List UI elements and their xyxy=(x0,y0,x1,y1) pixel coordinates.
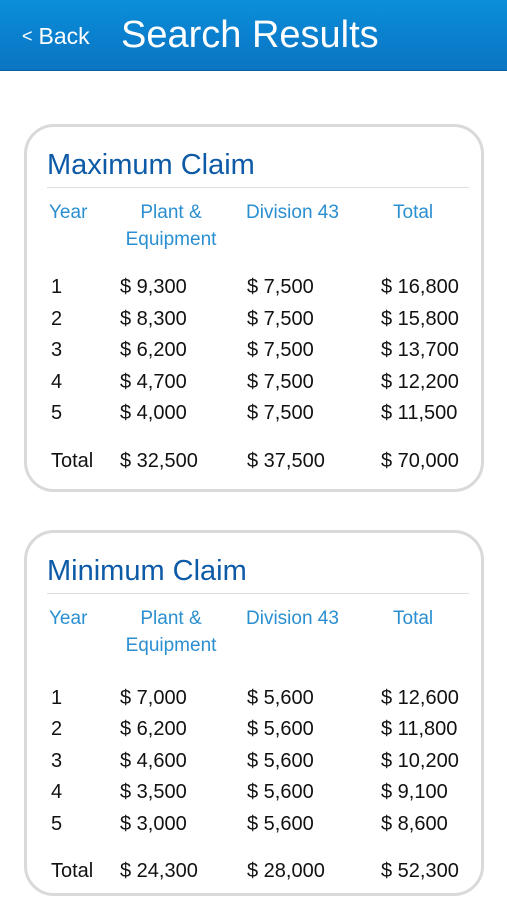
column-header-total: Total xyxy=(393,608,434,629)
cell-plant: $ 4,600 xyxy=(120,750,187,772)
table-row: 1 $ 7,000 $ 5,600 $ 12,600 xyxy=(27,683,481,714)
cell-year: 2 xyxy=(51,308,63,330)
cell-year: 3 xyxy=(51,750,63,772)
cell-plant: $ 4,700 xyxy=(120,371,187,393)
page-title: Search Results xyxy=(121,14,379,56)
cell-plant: $ 6,200 xyxy=(120,718,187,740)
cell-year: 4 xyxy=(51,781,63,803)
cell-division: $ 7,500 xyxy=(247,371,314,393)
divider xyxy=(47,593,469,594)
minimum-claim-card: Minimum Claim Year Plant & Equipment Div… xyxy=(24,530,484,896)
cell-division: $ 5,600 xyxy=(247,718,314,740)
column-header-division: Division 43 xyxy=(246,202,339,223)
chevron-left-icon: < xyxy=(22,26,33,46)
cell-division: $ 7,500 xyxy=(247,276,314,298)
divider xyxy=(47,187,469,188)
table-row: 4 $ 4,700 $ 7,500 $ 12,200 xyxy=(27,367,481,398)
cell-year: 2 xyxy=(51,718,63,740)
cell-plant: $ 24,300 xyxy=(120,860,198,882)
cell-division: $ 37,500 xyxy=(247,450,325,472)
table-row: 2 $ 8,300 $ 7,500 $ 15,800 xyxy=(27,304,481,335)
cell-year: 5 xyxy=(51,402,63,424)
cell-total: $ 15,800 xyxy=(381,308,459,330)
cell-total: $ 11,500 xyxy=(381,402,458,424)
cell-plant: $ 7,000 xyxy=(120,687,187,709)
cell-division: $ 7,500 xyxy=(247,402,314,424)
cell-total: $ 52,300 xyxy=(381,860,459,882)
cell-total-label: Total xyxy=(51,450,94,472)
table-row: 5 $ 4,000 $ 7,500 $ 11,500 xyxy=(27,398,481,429)
column-header-plant: Plant & Equipment xyxy=(121,605,221,659)
column-header-plant-label: Plant & Equipment xyxy=(125,202,217,250)
cell-total: $ 16,800 xyxy=(381,276,459,298)
column-header-plant-label: Plant & Equipment xyxy=(125,608,217,656)
cell-plant: $ 9,300 xyxy=(120,276,187,298)
table-row: 3 $ 6,200 $ 7,500 $ 13,700 xyxy=(27,335,481,366)
maximum-claim-card: Maximum Claim Year Plant & Equipment Div… xyxy=(24,124,484,492)
table-row: 2 $ 6,200 $ 5,600 $ 11,800 xyxy=(27,714,481,745)
column-header-total: Total xyxy=(393,202,434,223)
maximum-claim-title: Maximum Claim xyxy=(47,149,255,181)
minimum-claim-title: Minimum Claim xyxy=(47,555,247,587)
column-header-division: Division 43 xyxy=(246,608,339,629)
table-row: 5 $ 3,000 $ 5,600 $ 8,600 xyxy=(27,809,481,840)
cell-year: 3 xyxy=(51,339,63,361)
column-header-year: Year xyxy=(49,608,88,629)
cell-plant: $ 8,300 xyxy=(120,308,187,330)
cell-year: 4 xyxy=(51,371,63,393)
cell-total: $ 11,800 xyxy=(381,718,458,740)
column-header-plant: Plant & Equipment xyxy=(121,199,221,253)
cell-year: 1 xyxy=(51,276,63,298)
cell-division: $ 7,500 xyxy=(247,308,314,330)
table-row: 3 $ 4,600 $ 5,600 $ 10,200 xyxy=(27,746,481,777)
cell-total: $ 13,700 xyxy=(381,339,459,361)
cell-plant: $ 3,000 xyxy=(120,813,187,835)
cell-division: $ 28,000 xyxy=(247,860,325,882)
cell-division: $ 5,600 xyxy=(247,781,314,803)
cell-plant: $ 4,000 xyxy=(120,402,187,424)
totals-row: Total $ 32,500 $ 37,500 $ 70,000 xyxy=(27,446,481,477)
cell-year: 1 xyxy=(51,687,63,709)
cell-total: $ 12,200 xyxy=(381,371,459,393)
cell-division: $ 5,600 xyxy=(247,750,314,772)
cell-total: $ 8,600 xyxy=(381,813,448,835)
cell-plant: $ 6,200 xyxy=(120,339,187,361)
cell-total: $ 12,600 xyxy=(381,687,459,709)
cell-division: $ 5,600 xyxy=(247,687,314,709)
cell-total: $ 9,100 xyxy=(381,781,448,803)
table-row: 1 $ 9,300 $ 7,500 $ 16,800 xyxy=(27,272,481,303)
back-button-label: Back xyxy=(38,23,90,49)
table-row: 4 $ 3,500 $ 5,600 $ 9,100 xyxy=(27,777,481,808)
cell-total: $ 70,000 xyxy=(381,450,459,472)
cell-total-label: Total xyxy=(51,860,94,882)
cell-plant: $ 32,500 xyxy=(120,450,198,472)
column-header-year: Year xyxy=(49,202,88,223)
cell-division: $ 7,500 xyxy=(247,339,314,361)
back-button[interactable]: < Back xyxy=(22,20,90,52)
cell-division: $ 5,600 xyxy=(247,813,314,835)
navigation-bar: < Back Search Results xyxy=(0,0,507,71)
cell-total: $ 10,200 xyxy=(381,750,459,772)
totals-row: Total $ 24,300 $ 28,000 $ 52,300 xyxy=(27,856,481,887)
cell-year: 5 xyxy=(51,813,63,835)
cell-plant: $ 3,500 xyxy=(120,781,187,803)
